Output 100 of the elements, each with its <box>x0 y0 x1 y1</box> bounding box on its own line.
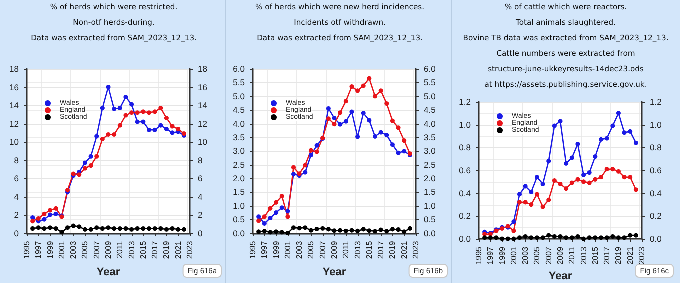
y2-tick-label: 1.0 <box>650 120 662 130</box>
point <box>158 226 164 231</box>
point <box>523 234 528 239</box>
point <box>616 169 621 174</box>
point <box>622 130 627 136</box>
point <box>176 126 181 132</box>
x-tick-label: 2007 <box>318 240 328 260</box>
point <box>71 224 76 228</box>
point <box>135 226 140 231</box>
point <box>286 214 290 220</box>
point <box>82 227 88 232</box>
y2-tick-label: 2 <box>198 210 203 220</box>
point <box>100 226 105 231</box>
point <box>152 128 158 132</box>
point <box>628 129 633 134</box>
point <box>297 226 302 231</box>
x-tick-label: 1995 <box>22 240 32 260</box>
y-tick-label: 0.6 <box>459 166 472 176</box>
x-tick-label: 2005 <box>532 246 542 265</box>
point <box>280 230 284 235</box>
point <box>326 106 331 111</box>
y-tick-label: 16 <box>10 82 20 92</box>
y-tick-label: 2 <box>14 210 20 220</box>
point <box>54 206 58 211</box>
point <box>512 236 516 242</box>
x-tick-label: 1999 <box>498 246 507 265</box>
point <box>262 221 267 226</box>
point <box>326 116 331 122</box>
point <box>356 134 360 140</box>
point <box>314 150 320 154</box>
point <box>141 110 146 114</box>
point <box>48 226 53 230</box>
y-tick-label: 0 <box>14 228 20 238</box>
point <box>147 110 152 116</box>
point <box>518 236 522 240</box>
point <box>308 148 314 153</box>
point <box>540 204 546 210</box>
point <box>402 138 407 143</box>
x-tick-label: 1997 <box>34 240 44 260</box>
point <box>378 228 384 232</box>
x-tick-label: 2019 <box>162 240 172 260</box>
point <box>88 154 94 159</box>
point <box>529 190 534 194</box>
point <box>587 236 592 240</box>
point <box>494 236 499 240</box>
x-tick-label: 2017 <box>150 240 160 260</box>
point <box>402 149 407 154</box>
point <box>303 163 308 168</box>
point <box>326 227 331 232</box>
point <box>546 233 552 238</box>
point <box>529 236 534 240</box>
point <box>292 226 296 230</box>
point <box>576 234 580 239</box>
point <box>268 230 273 235</box>
point <box>36 226 41 230</box>
y2-tick-label: 0 <box>198 228 203 238</box>
point <box>367 228 372 234</box>
y-tick-label: 3.0 <box>233 146 246 156</box>
point <box>408 226 412 231</box>
point <box>610 234 616 239</box>
point <box>100 106 105 110</box>
x-tick-label: 2023 <box>412 240 420 260</box>
y2-tick-label: 6.0 <box>424 64 436 74</box>
x-tick-label: 2001 <box>509 246 518 265</box>
point <box>378 130 384 135</box>
point <box>634 188 638 192</box>
point <box>158 123 164 128</box>
x-tick-label: 2003 <box>69 240 78 260</box>
point <box>518 200 522 205</box>
y2-tick-label: 2.5 <box>424 160 436 170</box>
point <box>256 230 262 234</box>
point <box>512 220 516 224</box>
point <box>314 143 320 148</box>
x-tick-label: 2001 <box>283 240 292 260</box>
y-tick-label: 0.4 <box>459 188 472 198</box>
x-tick-label: 2011 <box>116 240 125 259</box>
point <box>94 154 100 159</box>
point <box>112 226 117 231</box>
y-tick-label: 1.0 <box>233 200 246 211</box>
point <box>262 214 267 220</box>
point <box>100 137 105 142</box>
y-tick-label: 18 <box>10 64 20 74</box>
point <box>170 226 175 231</box>
point <box>518 192 522 197</box>
point <box>599 175 604 180</box>
y-tick-label: 6.0 <box>233 64 246 74</box>
point <box>112 132 117 137</box>
point <box>30 226 36 231</box>
point <box>384 102 390 106</box>
x-tick-label: 2003 <box>521 246 530 265</box>
x-tick-label: 2011 <box>568 246 577 264</box>
point <box>164 116 169 121</box>
y-tick-label: 5.5 <box>233 78 246 88</box>
point <box>350 84 354 90</box>
point <box>77 224 82 230</box>
point <box>344 119 348 124</box>
point <box>182 227 186 232</box>
point <box>308 228 314 233</box>
point <box>378 88 384 94</box>
point <box>344 228 348 234</box>
